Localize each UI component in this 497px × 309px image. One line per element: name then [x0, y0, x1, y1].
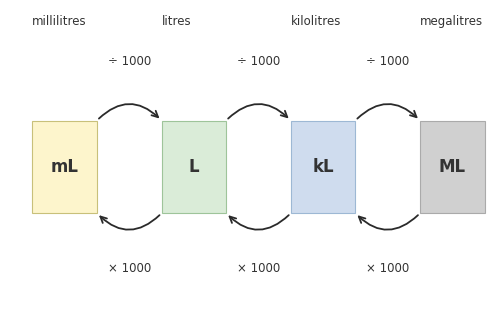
FancyBboxPatch shape: [420, 121, 485, 213]
Text: ML: ML: [439, 158, 466, 176]
Text: × 1000: × 1000: [366, 262, 410, 275]
Text: ÷ 1000: ÷ 1000: [237, 55, 280, 68]
Text: mL: mL: [51, 158, 79, 176]
Text: kilolitres: kilolitres: [291, 15, 341, 28]
Text: ÷ 1000: ÷ 1000: [366, 55, 410, 68]
FancyBboxPatch shape: [291, 121, 355, 213]
FancyBboxPatch shape: [162, 121, 226, 213]
Text: × 1000: × 1000: [237, 262, 280, 275]
Text: kL: kL: [312, 158, 334, 176]
Text: × 1000: × 1000: [107, 262, 151, 275]
FancyBboxPatch shape: [32, 121, 97, 213]
Text: litres: litres: [162, 15, 191, 28]
Text: megalitres: megalitres: [420, 15, 483, 28]
Text: millilitres: millilitres: [32, 15, 87, 28]
Text: L: L: [188, 158, 199, 176]
Text: ÷ 1000: ÷ 1000: [107, 55, 151, 68]
